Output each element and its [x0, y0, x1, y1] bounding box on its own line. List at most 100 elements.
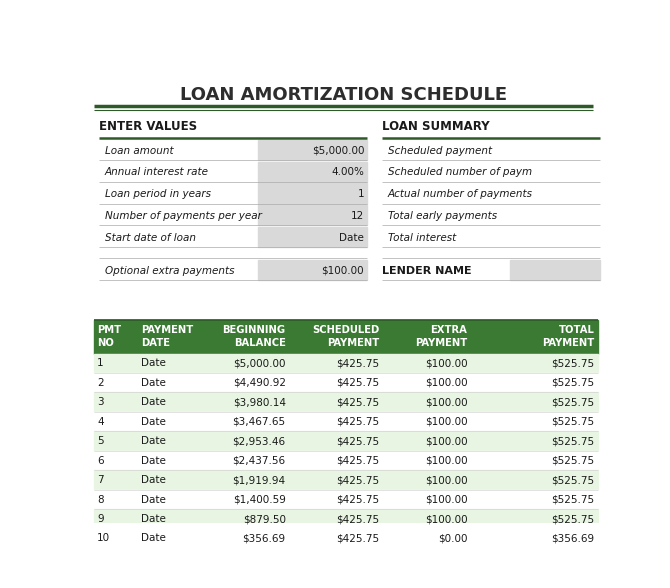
Text: Total interest: Total interest [387, 233, 456, 243]
Text: ENTER VALUES: ENTER VALUES [99, 121, 198, 133]
Bar [258, 183, 366, 203]
Text: $525.75: $525.75 [551, 475, 595, 485]
Text: $425.75: $425.75 [336, 436, 379, 446]
Text: $1,400.59: $1,400.59 [233, 495, 285, 505]
Text: $425.75: $425.75 [336, 456, 379, 466]
Text: Date: Date [141, 514, 166, 524]
Text: LENDER NAME: LENDER NAME [383, 266, 472, 276]
Text: $525.75: $525.75 [551, 436, 595, 446]
Bar [258, 140, 366, 160]
Text: $525.75: $525.75 [551, 417, 595, 427]
Text: Annual interest rate: Annual interest rate [105, 168, 208, 178]
Text: Date: Date [141, 358, 166, 368]
Bar [94, 320, 598, 353]
Text: $2,437.56: $2,437.56 [232, 456, 285, 466]
Text: $356.69: $356.69 [243, 533, 285, 543]
Text: Actual number of payments: Actual number of payments [387, 189, 533, 199]
Bar [258, 260, 366, 280]
Bar [94, 432, 598, 451]
Text: $100.00: $100.00 [425, 495, 468, 505]
Bar [94, 509, 598, 529]
Text: $100.00: $100.00 [322, 266, 364, 276]
Bar [94, 412, 598, 432]
Text: $2,953.46: $2,953.46 [232, 436, 285, 446]
Text: $425.75: $425.75 [336, 533, 379, 543]
Text: PMT
NO: PMT NO [97, 325, 121, 348]
Bar [94, 490, 598, 509]
Bar [258, 227, 366, 247]
Text: 4.00%: 4.00% [331, 168, 364, 178]
Text: 7: 7 [97, 475, 104, 485]
Text: 9: 9 [97, 514, 104, 524]
Text: 10: 10 [97, 533, 111, 543]
Text: $5,000.00: $5,000.00 [233, 358, 285, 368]
Text: $100.00: $100.00 [425, 397, 468, 407]
Text: LOAN SUMMARY: LOAN SUMMARY [383, 121, 490, 133]
Text: BEGINNING
BALANCE: BEGINNING BALANCE [222, 325, 285, 348]
Text: 4: 4 [97, 417, 104, 427]
Bar [509, 260, 600, 280]
Text: $0.00: $0.00 [438, 533, 468, 543]
Text: Date: Date [141, 495, 166, 505]
Text: Optional extra payments: Optional extra payments [105, 266, 234, 276]
Text: SCHEDULED
PAYMENT: SCHEDULED PAYMENT [312, 325, 379, 348]
Text: $100.00: $100.00 [425, 358, 468, 368]
Text: $525.75: $525.75 [551, 397, 595, 407]
Text: $425.75: $425.75 [336, 495, 379, 505]
Text: Date: Date [339, 233, 364, 243]
Text: Date: Date [141, 456, 166, 466]
Text: 12: 12 [351, 211, 364, 221]
Bar [94, 353, 598, 373]
Bar [94, 392, 598, 412]
Text: 1: 1 [358, 189, 364, 199]
Text: $525.75: $525.75 [551, 377, 595, 387]
Text: Number of payments per year: Number of payments per year [105, 211, 261, 221]
Text: $100.00: $100.00 [425, 436, 468, 446]
Text: 3: 3 [97, 397, 104, 407]
Text: $879.50: $879.50 [243, 514, 285, 524]
Bar [94, 470, 598, 490]
Text: 2: 2 [97, 377, 104, 387]
Text: Loan amount: Loan amount [105, 146, 173, 156]
Bar [258, 162, 366, 182]
Text: 6: 6 [97, 456, 104, 466]
Text: $1,919.94: $1,919.94 [232, 475, 285, 485]
Text: $100.00: $100.00 [425, 417, 468, 427]
Text: $3,980.14: $3,980.14 [232, 397, 285, 407]
Text: Total early payments: Total early payments [387, 211, 496, 221]
Text: $100.00: $100.00 [425, 456, 468, 466]
Bar [94, 529, 598, 548]
Text: Scheduled payment: Scheduled payment [387, 146, 492, 156]
Text: 1: 1 [97, 358, 104, 368]
Text: PAYMENT
DATE: PAYMENT DATE [141, 325, 194, 348]
Text: Start date of loan: Start date of loan [105, 233, 196, 243]
Text: $3,467.65: $3,467.65 [232, 417, 285, 427]
Text: $525.75: $525.75 [551, 456, 595, 466]
Text: $100.00: $100.00 [425, 475, 468, 485]
Text: Date: Date [141, 417, 166, 427]
Text: Date: Date [141, 475, 166, 485]
Text: $5,000.00: $5,000.00 [312, 146, 364, 156]
Text: Date: Date [141, 436, 166, 446]
Text: $425.75: $425.75 [336, 475, 379, 485]
Text: $425.75: $425.75 [336, 417, 379, 427]
Text: LOAN AMORTIZATION SCHEDULE: LOAN AMORTIZATION SCHEDULE [180, 86, 507, 105]
Bar [94, 373, 598, 392]
Text: $525.75: $525.75 [551, 514, 595, 524]
Text: Scheduled number of paym: Scheduled number of paym [387, 168, 531, 178]
Text: $4,490.92: $4,490.92 [232, 377, 285, 387]
Text: $425.75: $425.75 [336, 397, 379, 407]
Bar [258, 205, 366, 225]
Bar [94, 451, 598, 470]
Text: 8: 8 [97, 495, 104, 505]
Text: Date: Date [141, 377, 166, 387]
Text: Date: Date [141, 397, 166, 407]
Text: $525.75: $525.75 [551, 495, 595, 505]
Text: TOTAL
PAYMENT: TOTAL PAYMENT [543, 325, 595, 348]
Text: $525.75: $525.75 [551, 358, 595, 368]
Text: $425.75: $425.75 [336, 377, 379, 387]
Text: 5: 5 [97, 436, 104, 446]
Text: $425.75: $425.75 [336, 514, 379, 524]
Text: $356.69: $356.69 [551, 533, 595, 543]
Text: $425.75: $425.75 [336, 358, 379, 368]
